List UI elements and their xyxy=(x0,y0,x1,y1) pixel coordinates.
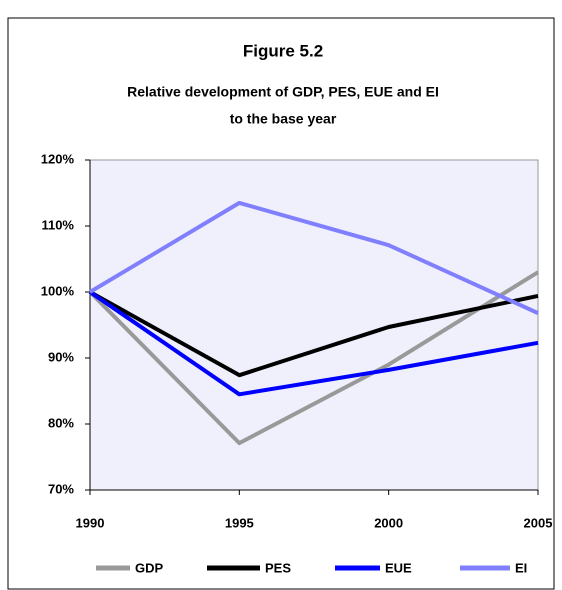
series-line xyxy=(88,290,539,397)
x-tick-label: 2000 xyxy=(374,515,403,530)
series-line xyxy=(88,270,540,446)
x-tick-label: 1995 xyxy=(225,515,254,530)
chart-subtitle: Relative development of GDP, PES, EUE an… xyxy=(127,84,439,100)
y-tick-label: 90% xyxy=(48,349,74,364)
x-tick-label: 2005 xyxy=(524,515,553,530)
y-tick-label: 70% xyxy=(48,481,74,496)
legend-label: EUE xyxy=(385,560,412,575)
legend-label: PES xyxy=(265,560,291,575)
series-line xyxy=(88,200,539,315)
y-tick-label: 110% xyxy=(41,217,74,232)
y-tick-label: 100% xyxy=(41,283,75,298)
chart-title: Figure 5.2 xyxy=(243,41,323,60)
x-tick-label: 1990 xyxy=(76,515,105,530)
series-line xyxy=(89,290,539,378)
legend-label: EI xyxy=(515,560,527,575)
plot-area xyxy=(89,159,539,491)
legend-label: GDP xyxy=(135,560,164,575)
y-tick-label: 120% xyxy=(41,151,75,166)
y-tick-label: 80% xyxy=(48,415,74,430)
chart-subtitle: to the base year xyxy=(230,111,337,127)
